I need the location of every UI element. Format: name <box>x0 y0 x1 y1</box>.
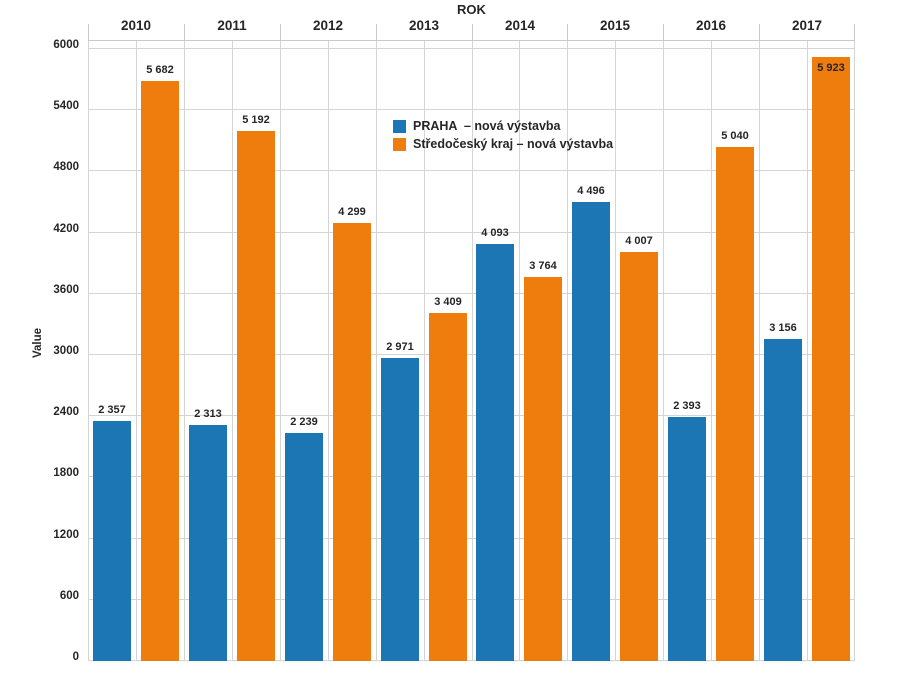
plot-area: 2 357 2 313 2 239 2 971 4 093 4 496 2 393 3 156… <box>88 40 855 661</box>
bar-value-label: 3 764 <box>529 260 557 272</box>
bar-praha-2015 <box>572 202 610 661</box>
bar-praha-2017 <box>764 339 802 661</box>
bar-stredocesky-2013 <box>429 313 467 661</box>
x-axis-year-label: 2014 <box>504 18 536 33</box>
bar-value-label: 4 007 <box>625 235 653 247</box>
x-axis-year-label: 2017 <box>791 18 823 33</box>
gridline-horizontal <box>88 599 855 600</box>
y-axis-tick-label: 1200 <box>53 529 79 541</box>
gridline-vertical <box>184 41 185 661</box>
legend-item-praha: PRAHA – nová výstavba <box>393 117 613 135</box>
gridline-vertical <box>424 41 425 661</box>
legend: PRAHA – nová výstavba Středočeský kraj –… <box>393 117 613 153</box>
gridline-horizontal <box>88 232 855 233</box>
y-axis-tick-label: 0 <box>72 651 79 663</box>
y-axis-tick-label: 5400 <box>53 100 79 112</box>
gridline-vertical <box>567 41 568 661</box>
bar-value-label: 2 313 <box>194 408 222 420</box>
gridline-horizontal <box>88 170 855 171</box>
bar-stredocesky-2017 <box>812 57 850 661</box>
bar-stredocesky-2014 <box>524 277 562 661</box>
x-axis-tick <box>184 24 185 40</box>
gridline-horizontal <box>88 415 855 416</box>
bar-value-label: 3 409 <box>434 296 462 308</box>
bar-stredocesky-2016 <box>716 147 754 661</box>
bar-praha-2013 <box>381 358 419 661</box>
bar-value-label: 5 682 <box>146 64 174 76</box>
gridline-vertical <box>854 41 855 661</box>
gridline-horizontal <box>88 293 855 294</box>
chart-title: ROK <box>457 2 486 17</box>
y-axis-tick-label: 600 <box>59 590 79 602</box>
gridline-vertical <box>663 41 664 661</box>
legend-label-praha: PRAHA – nová výstavba <box>413 119 561 133</box>
bar-value-label: 2 239 <box>290 416 318 428</box>
bar-value-label: 5 923 <box>817 62 845 74</box>
bar-value-label: 4 093 <box>481 227 509 239</box>
x-axis-tick <box>854 24 855 40</box>
x-axis-year-label: 2011 <box>217 18 247 33</box>
bar-value-label: 3 156 <box>769 322 797 334</box>
x-axis-tick <box>567 24 568 40</box>
y-axis-tick-label: 6000 <box>53 39 79 51</box>
x-axis-tick <box>376 24 377 40</box>
legend-swatch-stredocesky-icon <box>393 137 406 151</box>
x-axis-year-label: 2015 <box>599 18 631 33</box>
gridline-vertical <box>711 41 712 661</box>
bar-value-label: 4 299 <box>338 206 366 218</box>
legend-swatch-praha-icon <box>393 119 406 133</box>
x-axis-tick <box>472 24 473 40</box>
gridline-horizontal <box>88 538 855 539</box>
legend-label-stredocesky: Středočeský kraj – nová výstavba <box>413 137 614 151</box>
bar-stredocesky-2010 <box>141 81 179 661</box>
gridline-vertical <box>280 41 281 661</box>
bar-stredocesky-2011 <box>237 131 275 661</box>
bar-value-label: 5 192 <box>242 114 270 126</box>
gridline-vertical <box>136 41 137 661</box>
gridline-horizontal <box>88 354 855 355</box>
gridline-vertical <box>615 41 616 661</box>
gridline-vertical <box>376 41 377 661</box>
bar-praha-2012 <box>285 433 323 661</box>
bar-value-label: 2 393 <box>673 400 701 412</box>
bar-value-label: 4 496 <box>577 185 605 197</box>
bar-value-label: 2 357 <box>98 404 126 416</box>
gridline-horizontal <box>88 476 855 477</box>
x-axis-tick <box>88 24 89 40</box>
bar-praha-2016 <box>668 417 706 661</box>
x-axis-tick <box>663 24 664 40</box>
x-axis-year-label: 2010 <box>120 18 152 33</box>
gridline-horizontal <box>88 48 855 49</box>
y-axis-tick-label: 2400 <box>53 406 79 418</box>
gridline-horizontal <box>88 660 855 661</box>
gridline-vertical <box>759 41 760 661</box>
bar-value-label: 5 040 <box>721 130 749 142</box>
y-axis-tick-label: 3000 <box>53 345 79 357</box>
y-axis-tick-label: 1800 <box>53 467 79 479</box>
gridline-vertical <box>328 41 329 661</box>
legend-item-stredocesky: Středočeský kraj – nová výstavba <box>393 135 613 153</box>
x-axis-year-label: 2013 <box>408 18 440 33</box>
x-axis-year-label: 2016 <box>695 18 727 33</box>
x-axis-tick <box>280 24 281 40</box>
x-axis-tick <box>759 24 760 40</box>
y-axis-tick-label: 4200 <box>53 223 79 235</box>
gridline-vertical <box>232 41 233 661</box>
y-axis-tick-label: 3600 <box>53 284 79 296</box>
gridline-vertical <box>807 41 808 661</box>
gridline-horizontal <box>88 109 855 110</box>
x-axis-year-label: 2012 <box>312 18 344 33</box>
gridline-vertical <box>88 41 89 661</box>
bar-stredocesky-2015 <box>620 252 658 661</box>
bar-praha-2014 <box>476 244 514 661</box>
y-axis-tick-label: 4800 <box>53 161 79 173</box>
bar-praha-2011 <box>189 425 227 661</box>
bar-stredocesky-2012 <box>333 223 371 661</box>
bar-value-label: 2 971 <box>386 341 414 353</box>
gridline-vertical <box>519 41 520 661</box>
gridline-vertical <box>472 41 473 661</box>
bar-praha-2010 <box>93 421 131 661</box>
